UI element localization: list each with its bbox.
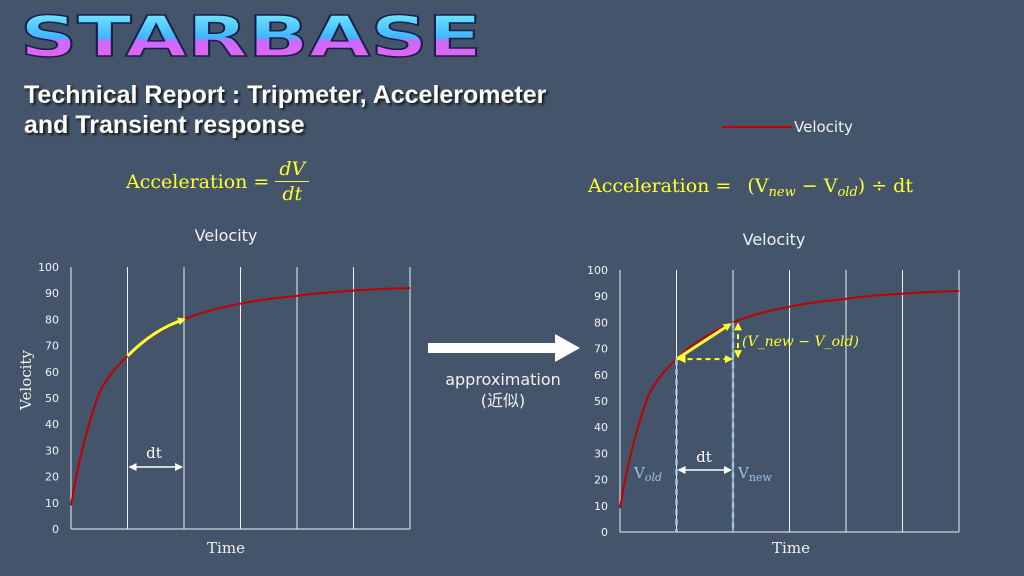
left-chart-title: Velocity: [195, 226, 258, 245]
logo-text: STARBASE: [20, 8, 482, 68]
v-new-label: Vnew: [737, 464, 772, 484]
legend-label: Velocity: [794, 118, 853, 136]
approximation-arrow: [428, 334, 580, 362]
right-dt-label: dt: [696, 448, 712, 466]
right-x-axis-label: Time: [772, 539, 810, 557]
right-velocity-line: [619, 289, 960, 509]
left-y-tick-label: 30: [45, 444, 59, 457]
left-change-arrow: [126, 317, 186, 358]
approximation-line2: (近似): [480, 391, 526, 410]
fraction-numerator: dV: [275, 157, 310, 182]
right-equation: Acceleration = (Vnew − Vold) ÷ dt: [588, 175, 913, 200]
left-y-tick-label: 40: [45, 418, 59, 431]
approximation-label: approximation (近似): [428, 369, 578, 411]
left-equation-lhs: Acceleration =: [126, 170, 270, 193]
right-y-tick-label: 100: [587, 264, 608, 277]
fraction: dV dt: [275, 157, 310, 206]
right-equation-open: (V: [747, 175, 769, 197]
left-y-tick-label: 100: [38, 261, 59, 274]
left-y-tick-label: 80: [45, 313, 59, 326]
right-equation-new-sub: new: [768, 185, 796, 200]
fraction-denominator: dt: [282, 183, 303, 205]
report-title: Technical Report : Tripmeter, Accelerome…: [24, 80, 546, 140]
left-y-tick-label: 70: [45, 340, 59, 353]
left-y-tick-label: 50: [45, 392, 59, 405]
left-y-tick-label: 60: [45, 366, 59, 379]
right-y-tick-label: 60: [594, 369, 608, 382]
right-y-tick-label: 50: [594, 395, 608, 408]
approximation-line1: approximation: [445, 370, 561, 389]
left-equation: Acceleration = dV dt: [126, 157, 310, 206]
legend-swatch: [722, 126, 792, 128]
right-equation-old-sub: old: [837, 185, 858, 200]
left-y-tick-label: 10: [45, 497, 59, 510]
right-secant-arrow: [675, 323, 732, 361]
left-velocity-line: [70, 286, 411, 506]
right-y-tick-label: 10: [594, 500, 608, 513]
left-y-tick-label: 90: [45, 287, 59, 300]
left-y-tick-label: 20: [45, 471, 59, 484]
report-title-line1: Technical Report : Tripmeter, Accelerome…: [24, 81, 547, 109]
delta-v-label: (V_new − V_old): [742, 334, 859, 350]
left-y-axis-label: Velocity: [17, 350, 35, 411]
left-x-axis-label: Time: [207, 539, 245, 557]
right-y-tick-label: 80: [594, 316, 608, 329]
right-y-tick-label: 40: [594, 421, 608, 434]
right-equation-close: ) ÷ dt: [857, 175, 913, 197]
right-chart-title: Velocity: [743, 230, 806, 249]
right-y-tick-label: 30: [594, 447, 608, 460]
right-equation-lhs: Acceleration =: [588, 175, 732, 197]
legend: Velocity: [722, 118, 853, 136]
left-y-tick-label: 0: [52, 523, 59, 536]
right-y-tick-label: 90: [594, 290, 608, 303]
left-dt-label: dt: [146, 444, 162, 462]
right-y-tick-label: 0: [601, 526, 608, 539]
right-y-tick-label: 20: [594, 474, 608, 487]
starbase-logo: STARBASE: [19, 8, 483, 68]
right-y-tick-label: 70: [594, 343, 608, 356]
v-old-label: Vold: [633, 464, 662, 484]
report-title-line2: and Transient response: [24, 111, 305, 139]
right-equation-minus: − V: [795, 175, 838, 197]
